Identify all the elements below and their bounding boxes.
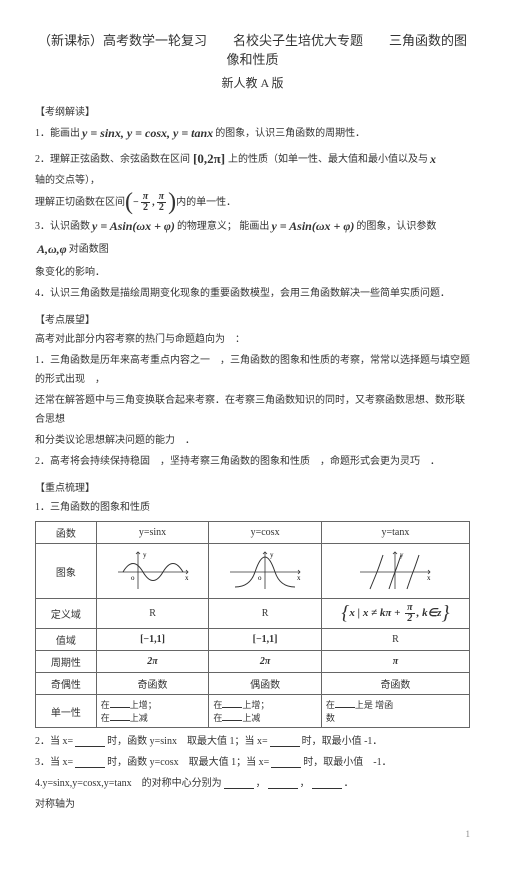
domain-cos: R [209,599,322,629]
trig-properties-table: 函数 y=sinx y=cosx y=tanx 图象 xyo xyo xy 定义… [35,521,470,728]
svg-text:o: o [131,574,135,582]
para-2: 2．理解正弦函数、余弦函数在区间 [0,2π] 上的性质（如单一性、最大值和最小… [35,147,470,191]
row-label-parity: 奇偶性 [36,673,97,695]
q4: 4.y=sinx,y=cosx,y=tanx 的对称中心分别为，，． [35,774,470,793]
s3-sub: 1．三角函数的图象和性质 [35,498,470,517]
section-2-label: 【考点展望】 [35,311,470,326]
period-sin: 2π [96,651,209,673]
range-sin: [−1,1] [96,629,209,651]
q5: 对称轴为 [35,795,470,814]
graph-cos: x y o [209,544,322,599]
th-cosx: y=cosx [209,522,322,544]
s2-l5: 2．高考将会持续保持稳固 ，坚持考察三角函数的图象和性质 ，命题形式会更为灵巧 … [35,452,470,471]
period-cos: 2π [209,651,322,673]
period-tan: π [321,651,469,673]
doc-title: （新课标）高考数学一轮复习 名校尖子生培优大专题 三角函数的图像和性质 [35,30,470,68]
th-sinx: y=sinx [96,522,209,544]
s2-l4: 和分类议论思想解决问题的能力 ． [35,431,470,450]
table-row-range: 值域 [−1,1] [−1,1] R [36,629,470,651]
para-2b: 理解正切函数在区间 ( −π2,π2 ) 内的单一性． [35,192,470,213]
table-row-graph: 图象 xyo xyo xy [36,544,470,599]
page-number: 1 [35,829,470,839]
svg-text:y: y [143,551,147,559]
formula-asin2: y = Asin(ωx + φ) [269,215,356,238]
th-tanx: y=tanx [321,522,469,544]
table-row-period: 周期性 2π 2π π [36,651,470,673]
domain-sin: R [96,599,209,629]
svg-text:o: o [258,574,262,582]
range-cos: [−1,1] [209,629,322,651]
para-3: 3．认识函数 y = Asin(ωx + φ) 的物理意义； 能画出 y = A… [35,215,470,261]
graph-sin: x y o [96,544,209,599]
formula-trig: y = sinx, y = cosx, y = tanx [80,122,215,145]
para-4: 4．认识三角函数是描绘周期变化现象的重要函数模型，会用三角函数解决一些简单实质问… [35,284,470,303]
para-3b: 象变化的影响． [35,263,470,282]
s2-l1: 高考对此部分内容考察的热门与命题趋向为 ： [35,330,470,349]
svg-text:x: x [185,574,189,582]
parity-tan: 奇函数 [321,673,469,695]
para-1: 1．能画出 y = sinx, y = cosx, y = tanx 的图象，认… [35,122,470,145]
mono-cos: 在上增；在上减 [209,695,322,728]
interval-02pi: [0,2π] [190,147,228,172]
x-var: x [428,148,438,171]
row-label-graph: 图象 [36,544,97,599]
section-3-label: 【重点梳理】 [35,479,470,494]
q3: 3．当 x=时，函数 y=cosx 取最大值 1；当 x=时，取最小值 -1． [35,753,470,772]
s2-l2: 1．三角函数是历年来高考重点内容之一 ，三角函数的图象和性质的考察，常常以选择题… [35,351,470,389]
table-row-domain: 定义域 R R { x | x ≠ kπ + π2, k∈z } [36,599,470,629]
svg-text:x: x [297,574,301,582]
s2-l3: 还常在解答题中与三角变换联合起来考察．在考察三角函数知识的同时，又考察函数思想、… [35,391,470,429]
domain-tan: { x | x ≠ kπ + π2, k∈z } [321,599,469,629]
svg-text:y: y [270,551,274,559]
table-header-row: 函数 y=sinx y=cosx y=tanx [36,522,470,544]
svg-text:x: x [427,574,431,582]
section-1-label: 【考纲解读】 [35,103,470,118]
table-row-parity: 奇偶性 奇函数 偶函数 奇函数 [36,673,470,695]
doc-subtitle: 新人教 A 版 [35,74,470,91]
formula-asin1: y = Asin(ωx + φ) [90,215,177,238]
mono-tan: 在上是 增函数 [321,695,469,728]
row-label-range: 值域 [36,629,97,651]
row-label-mono: 单一性 [36,695,97,728]
mono-sin: 在上增；在上减 [96,695,209,728]
params: A,ω,φ [35,238,69,261]
graph-tan: xy [321,544,469,599]
row-label-domain: 定义域 [36,599,97,629]
parity-cos: 偶函数 [209,673,322,695]
q2: 2．当 x=时，函数 y=sinx 取最大值 1；当 x=时，取最小值 -1． [35,732,470,751]
interval-pi2: ( −π2,π2 ) [125,192,176,213]
row-label-period: 周期性 [36,651,97,673]
table-row-mono: 单一性 在上增；在上减 在上增；在上减 在上是 增函数 [36,695,470,728]
parity-sin: 奇函数 [96,673,209,695]
th-func: 函数 [36,522,97,544]
range-tan: R [321,629,469,651]
